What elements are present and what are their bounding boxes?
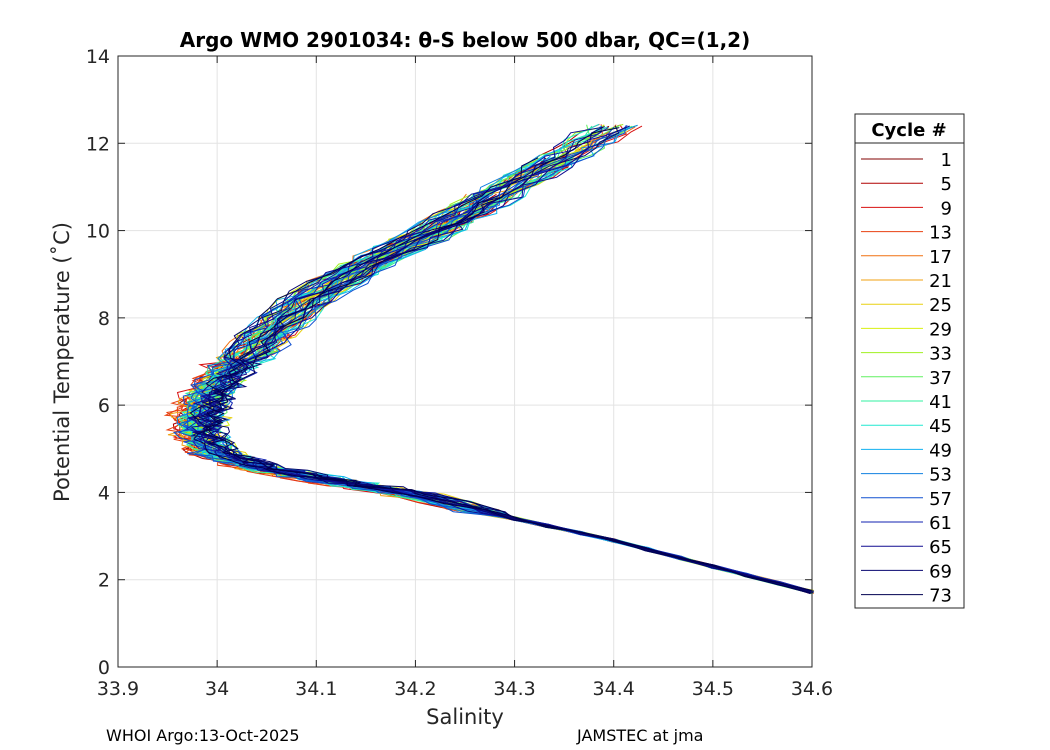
- series-group: [163, 123, 815, 595]
- x-axis-label: Salinity: [426, 705, 504, 729]
- profile-line: [189, 127, 813, 592]
- x-tick-label: 34.6: [791, 678, 833, 700]
- legend-label: 53: [929, 465, 952, 486]
- x-tick-label: 34.1: [295, 678, 337, 700]
- y-tick-label: 14: [86, 46, 110, 68]
- y-axis-label: Potential Temperature (˚C): [50, 222, 74, 502]
- legend-label: 9: [941, 198, 952, 219]
- legend-label: 29: [929, 319, 952, 340]
- x-tick-label: 34.3: [493, 678, 535, 700]
- y-tick-label: 6: [98, 395, 110, 417]
- y-tick-label: 12: [86, 133, 110, 155]
- legend-label: 49: [929, 440, 952, 461]
- profile-line: [201, 193, 811, 593]
- chart-title: Argo WMO 2901034: θ-S below 500 dbar, QC…: [180, 28, 750, 52]
- x-tick-label: 33.9: [97, 678, 139, 700]
- x-axis-ticks: 33.9 34 34.1 34.2 34.3 34.4 34.5 34.6: [97, 56, 833, 700]
- legend-label: 1: [941, 150, 952, 171]
- y-tick-label: 8: [98, 308, 110, 330]
- y-tick-label: 4: [98, 482, 110, 504]
- x-tick-label: 34.2: [394, 678, 436, 700]
- legend-label: 17: [929, 247, 952, 268]
- y-tick-label: 0: [98, 657, 110, 679]
- y-tick-label: 10: [86, 221, 110, 243]
- profile-line: [202, 157, 812, 591]
- legend-label: 33: [929, 344, 952, 365]
- footer-right: JAMSTEC at jma: [577, 726, 704, 745]
- legend-box: [854, 113, 965, 609]
- legend: Cycle # 1 5 9 13 17 21 25 29 33 37 41 45 49 53 57 61 65 6…: [854, 113, 965, 609]
- y-axis-ticks: 0 2 4 6 8 10 12 14: [86, 46, 812, 679]
- legend-label: 73: [929, 586, 952, 607]
- legend-label: 69: [929, 561, 952, 582]
- legend-label: 45: [929, 416, 952, 437]
- legend-label: 65: [929, 537, 952, 558]
- legend-label: 37: [929, 368, 952, 389]
- x-tick-label: 34.4: [593, 678, 635, 700]
- footer-left: WHOI Argo:13-Oct-2025: [106, 726, 300, 745]
- legend-entries: 1 5 9 13 17 21 25 29 33 37 41 45 49 53 57 61 65 69 73: [861, 150, 952, 607]
- legend-label: 25: [929, 295, 952, 316]
- y-tick-label: 2: [98, 570, 110, 592]
- legend-label: 57: [929, 489, 952, 510]
- legend-title: Cycle #: [871, 120, 946, 141]
- x-tick-label: 34.5: [692, 678, 734, 700]
- plot-frame: [117, 55, 813, 668]
- profile-line: [204, 196, 812, 594]
- legend-label: 5: [941, 174, 952, 195]
- legend-label: 61: [929, 513, 952, 534]
- x-tick-label: 34: [205, 678, 229, 700]
- legend-label: 41: [929, 392, 952, 413]
- legend-label: 13: [929, 223, 952, 244]
- legend-label: 21: [929, 271, 952, 292]
